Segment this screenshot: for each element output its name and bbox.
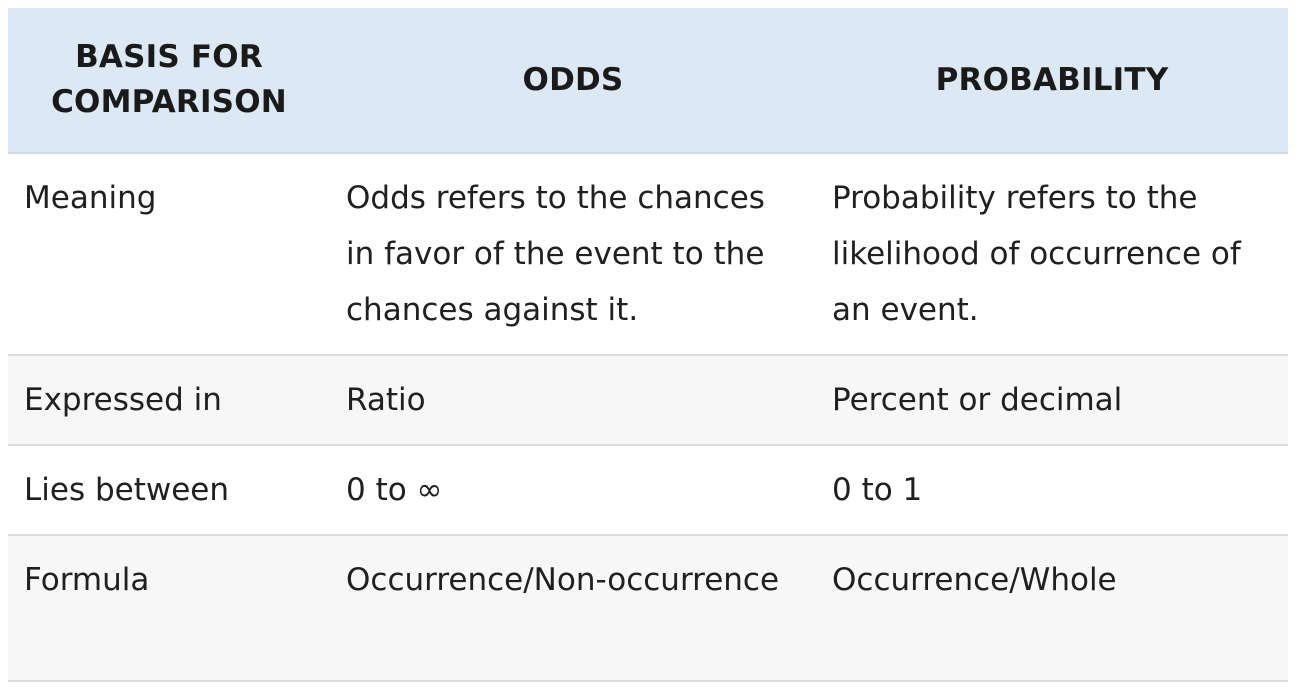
table-row: Formula Occurrence/Non-occurrence Occurr…: [8, 535, 1288, 682]
cell-probability: Probability refers to the likelihood of …: [816, 153, 1288, 356]
table-body: Meaning Odds refers to the chances in fa…: [8, 153, 1288, 682]
cell-probability: 0 to 1: [816, 445, 1288, 536]
header-row: BASIS FOR COMPARISON ODDS PROBABILITY: [8, 8, 1288, 154]
cell-basis: Formula: [8, 535, 330, 682]
comparison-table-wrapper: BASIS FOR COMPARISON ODDS PROBABILITY Me…: [8, 8, 1288, 682]
cell-odds: Odds refers to the chances in favor of t…: [330, 153, 816, 356]
header-basis: BASIS FOR COMPARISON: [8, 8, 330, 154]
table-row: Meaning Odds refers to the chances in fa…: [8, 153, 1288, 356]
cell-odds: 0 to ∞: [330, 445, 816, 536]
table-row: Lies between 0 to ∞ 0 to 1: [8, 445, 1288, 536]
cell-basis: Lies between: [8, 445, 330, 536]
header-probability: PROBABILITY: [816, 8, 1288, 154]
cell-odds: Occurrence/Non-occurrence: [330, 535, 816, 682]
table-header: BASIS FOR COMPARISON ODDS PROBABILITY: [8, 8, 1288, 154]
header-odds: ODDS: [330, 8, 816, 154]
cell-basis: Expressed in: [8, 355, 330, 446]
cell-basis: Meaning: [8, 153, 330, 356]
cell-probability: Occurrence/Whole: [816, 535, 1288, 682]
cell-odds: Ratio: [330, 355, 816, 446]
table-row: Expressed in Ratio Percent or decimal: [8, 355, 1288, 446]
odds-vs-probability-table: BASIS FOR COMPARISON ODDS PROBABILITY Me…: [8, 8, 1288, 682]
cell-probability: Percent or decimal: [816, 355, 1288, 446]
